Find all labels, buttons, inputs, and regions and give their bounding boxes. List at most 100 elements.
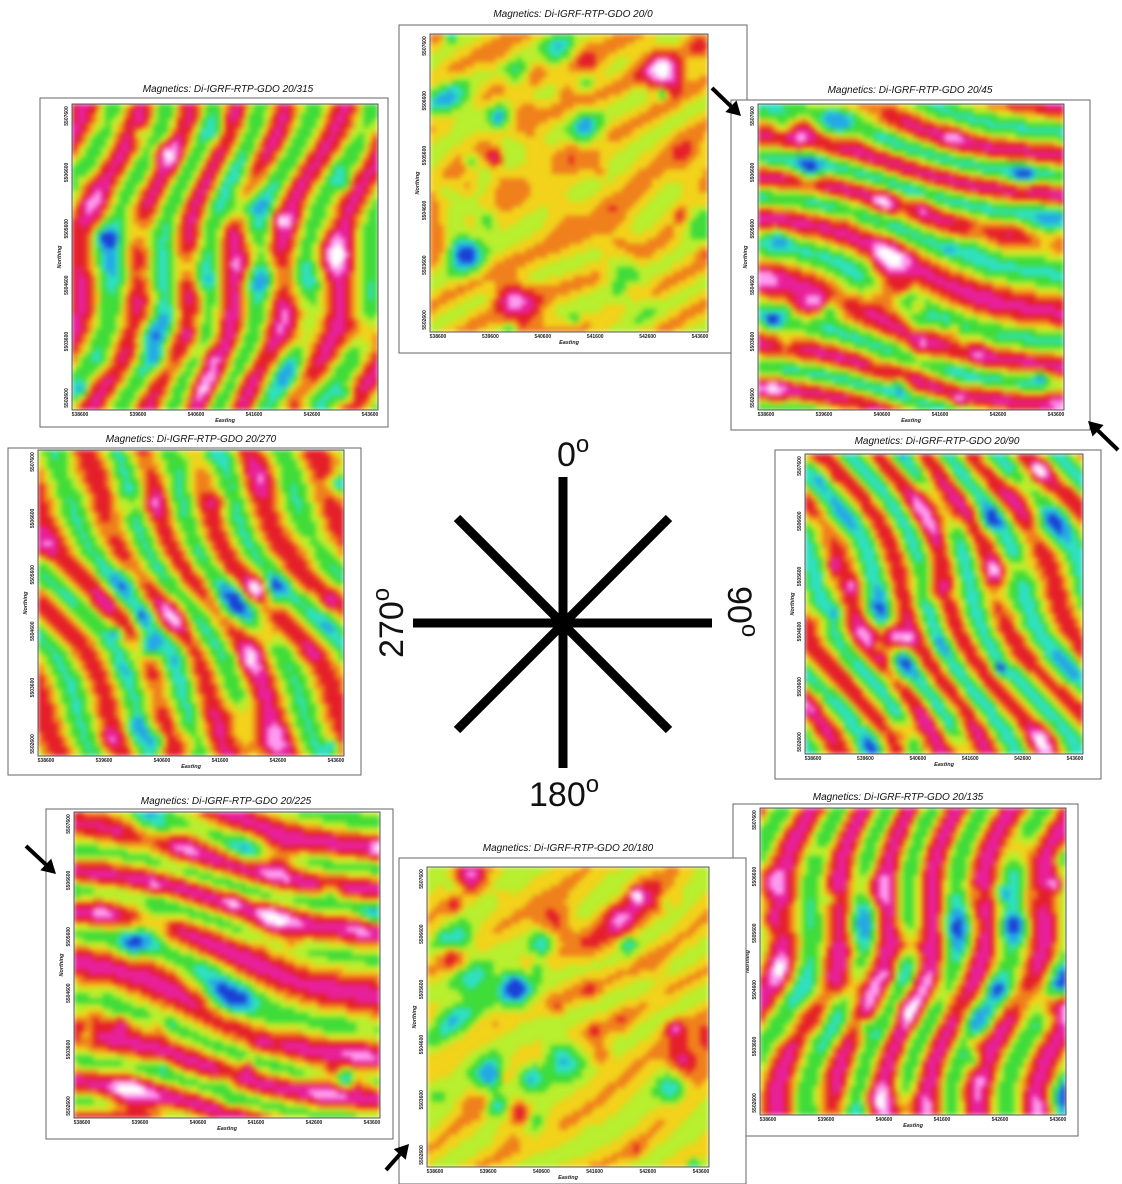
y-tick-label: 5505600 xyxy=(797,566,803,586)
y-axis-label: Northing xyxy=(412,1005,418,1029)
y-tick-label: 5502600 xyxy=(66,1096,72,1116)
y-tick-label: 5503600 xyxy=(66,1040,72,1060)
x-tick-label: 538600 xyxy=(430,334,447,340)
x-axis-label: Easting xyxy=(903,1123,924,1129)
y-tick-label: 5502600 xyxy=(419,1145,425,1165)
y-tick-label: 5503600 xyxy=(422,255,428,275)
x-tick-label: 541600 xyxy=(586,1169,603,1175)
x-tick-label: 539600 xyxy=(96,758,113,764)
x-tick-label: 543600 xyxy=(1048,412,1065,418)
y-tick-label: 5503600 xyxy=(750,332,756,352)
x-tick-label: 539600 xyxy=(480,1169,497,1175)
arrow-icon xyxy=(24,844,56,874)
x-tick-label: 539600 xyxy=(132,1120,149,1126)
x-axis-label: Easting xyxy=(901,418,922,424)
x-tick-label: 541600 xyxy=(587,334,604,340)
x-tick-label: 538600 xyxy=(758,412,775,418)
arrow-icon xyxy=(1088,421,1120,452)
y-tick-label: 5505600 xyxy=(64,219,70,239)
x-tick-label: 543600 xyxy=(328,758,345,764)
compass-label-north: 0o xyxy=(557,431,589,474)
x-tick-label: 542600 xyxy=(270,758,287,764)
magnetic-anomaly-map xyxy=(74,812,380,1118)
x-tick-label: 540600 xyxy=(874,412,891,418)
x-tick-label: 538600 xyxy=(760,1117,777,1123)
y-tick-label: 5503600 xyxy=(419,1090,425,1110)
x-tick-label: 542600 xyxy=(992,1117,1009,1123)
y-axis-label: Northing xyxy=(59,953,65,977)
compass-rose: 0o 180o 270o 90o xyxy=(368,431,763,814)
y-tick-label: 5507600 xyxy=(797,456,803,476)
x-axis-label: Easting xyxy=(934,762,955,768)
map-panel-0: Magnetics: Di-IGRF-RTP-GDO 20/0 538600 539… xyxy=(398,9,748,354)
y-tick-label: 5505600 xyxy=(752,923,758,943)
map-panel-90: Magnetics: Di-IGRF-RTP-GDO 20/90 538600 53… xyxy=(774,436,1102,780)
y-tick-label: 5504600 xyxy=(750,275,756,295)
map-panel-45: Magnetics: Di-IGRF-RTP-GDO 20/45 538600 53… xyxy=(730,85,1091,431)
x-tick-label: 541600 xyxy=(212,758,229,764)
y-tick-label: 5502600 xyxy=(750,388,756,408)
map-border xyxy=(37,449,345,757)
map-border xyxy=(757,103,1065,411)
y-axis-label: Northing xyxy=(23,591,29,615)
panel-title: Magnetics: Di-IGRF-RTP-GDO 20/270 xyxy=(106,434,277,445)
x-tick-label: 543600 xyxy=(1050,1117,1067,1123)
y-tick-label: 5503600 xyxy=(797,677,803,697)
compass-label-west: 270o xyxy=(368,588,411,658)
x-tick-label: 541600 xyxy=(962,756,979,762)
y-axis-label: Northing xyxy=(790,592,796,616)
y-tick-label: 5507600 xyxy=(750,106,756,126)
y-tick-label: 5506600 xyxy=(750,162,756,182)
x-tick-label: 538600 xyxy=(72,412,89,418)
y-tick-label: 5505600 xyxy=(422,146,428,166)
y-tick-label: 5507600 xyxy=(64,106,70,126)
y-tick-label: 5502600 xyxy=(64,388,70,408)
y-tick-label: 5505600 xyxy=(66,927,72,947)
y-tick-label: 5505600 xyxy=(750,219,756,239)
y-tick-label: 5505600 xyxy=(30,565,36,585)
y-tick-label: 5504600 xyxy=(419,1035,425,1055)
y-tick-label: 5506600 xyxy=(64,162,70,182)
x-tick-label: 540600 xyxy=(533,1169,550,1175)
map-border xyxy=(426,866,710,1168)
compass-label-east: 90o xyxy=(720,586,763,637)
x-tick-label: 538600 xyxy=(427,1169,444,1175)
x-tick-label: 539600 xyxy=(857,756,874,762)
x-tick-label: 541600 xyxy=(248,1120,265,1126)
y-tick-label: 5506600 xyxy=(66,870,72,890)
x-tick-label: 543600 xyxy=(364,1120,381,1126)
x-tick-label: 540600 xyxy=(154,758,171,764)
y-axis-label: Northing xyxy=(745,949,751,973)
y-tick-label: 5507600 xyxy=(30,452,36,472)
magnetic-anomaly-map xyxy=(430,34,708,332)
x-tick-label: 539600 xyxy=(818,1117,835,1123)
x-tick-label: 543600 xyxy=(1067,756,1084,762)
x-tick-label: 539600 xyxy=(816,412,833,418)
map-border xyxy=(804,453,1084,755)
panel-title: Magnetics: Di-IGRF-RTP-GDO 20/225 xyxy=(141,796,312,807)
x-tick-label: 538600 xyxy=(805,756,822,762)
x-tick-label: 539600 xyxy=(482,334,499,340)
x-tick-label: 542600 xyxy=(639,1169,656,1175)
x-tick-label: 540600 xyxy=(188,412,205,418)
x-tick-label: 538600 xyxy=(74,1120,91,1126)
x-tick-label: 540600 xyxy=(909,756,926,762)
magnetic-anomaly-map xyxy=(72,104,378,410)
x-tick-label: 540600 xyxy=(534,334,551,340)
x-tick-label: 543600 xyxy=(692,334,709,340)
x-tick-label: 542600 xyxy=(306,1120,323,1126)
y-tick-label: 5506600 xyxy=(752,867,758,887)
x-tick-label: 542600 xyxy=(990,412,1007,418)
x-tick-label: 541600 xyxy=(932,412,949,418)
x-axis-label: Easting xyxy=(558,1175,579,1181)
y-tick-label: 5503600 xyxy=(64,332,70,352)
magnetic-anomaly-map xyxy=(805,454,1083,754)
panel-title: Magnetics: Di-IGRF-RTP-GDO 20/135 xyxy=(813,792,984,803)
map-border xyxy=(73,811,381,1119)
y-axis-label: Northing xyxy=(415,171,421,195)
